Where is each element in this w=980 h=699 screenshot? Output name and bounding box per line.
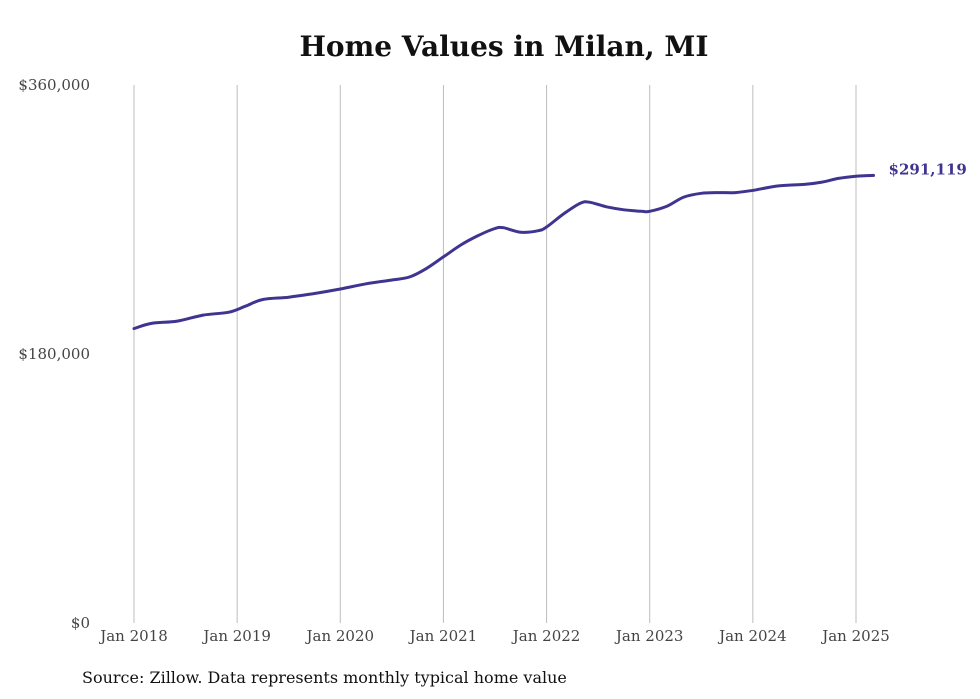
x-tick-label: Jan 2020 [305,627,375,645]
x-tick-label: Jan 2021 [408,627,478,645]
y-tick-label: $0 [71,614,90,632]
x-axis-ticks: Jan 2018 Jan 2019 Jan 2020 Jan 2021 Jan 2022… [98,627,890,645]
x-tick-label: Jan 2022 [511,627,581,645]
x-tick-label: Jan 2025 [820,627,890,645]
source-note: Source: Zillow. Data represents monthly … [82,668,567,687]
x-tick-label: Jan 2018 [98,627,168,645]
chart-grid [133,85,857,623]
x-tick-label: Jan 2024 [717,627,787,645]
end-value-label: $291,119 [889,160,967,178]
x-tick-label: Jan 2023 [614,627,684,645]
y-tick-label: $360,000 [18,76,90,94]
y-axis-ticks: $0 $180,000 $360,000 [18,76,90,632]
series-line-home-value [132,173,875,331]
x-tick-label: Jan 2019 [201,627,271,645]
chart-title: Home Values in Milan, MI [299,30,709,63]
y-tick-label: $180,000 [18,345,90,363]
